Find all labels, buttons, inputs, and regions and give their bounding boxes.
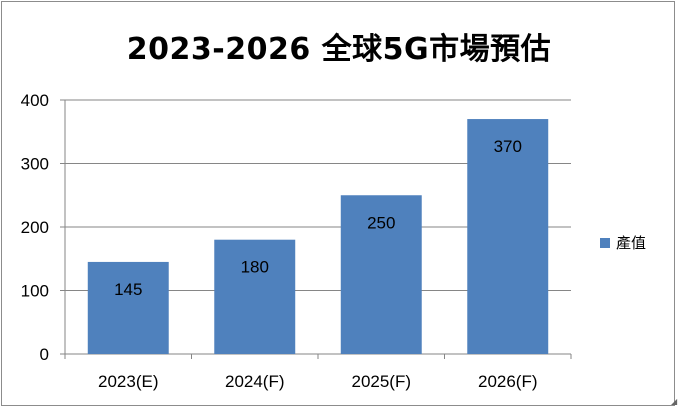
legend-swatch	[600, 237, 610, 248]
y-tick-label: 200	[21, 218, 49, 237]
bars	[87, 119, 549, 354]
chart-title: 2023-2026 全球5G市場預估	[126, 32, 552, 67]
y-tick-label: 100	[21, 282, 49, 301]
data-label: 250	[367, 213, 395, 232]
y-tick-label: 0	[40, 345, 49, 364]
data-label: 145	[114, 280, 142, 299]
x-tick-label: 2025(F)	[351, 372, 411, 391]
x-tick-label: 2023(E)	[98, 372, 158, 391]
bar	[340, 195, 422, 354]
data-label: 370	[494, 137, 522, 156]
x-tick-label: 2024(F)	[225, 372, 285, 391]
legend-label: 產值	[616, 234, 647, 252]
legend: 產值	[600, 232, 646, 253]
data-label: 180	[241, 258, 269, 277]
resize-handle-icon: ◢	[671, 397, 678, 406]
y-tick-label: 300	[21, 155, 49, 174]
bar	[87, 261, 169, 354]
labels: 0 100 200 300 400 145 2023(E) 180 2024(F) 250 2025…	[21, 91, 538, 391]
bar	[214, 239, 296, 354]
bar	[467, 119, 549, 354]
x-tick-label: 2026(F)	[478, 372, 538, 391]
y-tick-label: 400	[21, 91, 49, 110]
